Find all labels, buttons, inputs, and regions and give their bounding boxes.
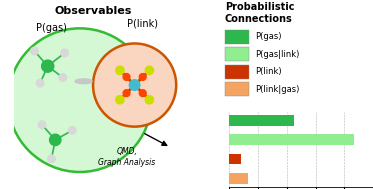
Text: Probabilistic
Connections: Probabilistic Connections bbox=[225, 2, 294, 24]
Circle shape bbox=[116, 96, 124, 104]
Circle shape bbox=[93, 43, 176, 127]
Text: P(gas): P(gas) bbox=[36, 23, 67, 33]
Circle shape bbox=[8, 28, 152, 172]
Circle shape bbox=[38, 121, 46, 129]
Ellipse shape bbox=[75, 79, 92, 84]
Text: P(gas|link): P(gas|link) bbox=[255, 50, 300, 59]
Text: P(gas): P(gas) bbox=[255, 32, 282, 41]
Circle shape bbox=[145, 96, 153, 104]
Text: Observables: Observables bbox=[54, 6, 132, 16]
Circle shape bbox=[50, 134, 61, 146]
Text: P(link): P(link) bbox=[255, 67, 282, 76]
Circle shape bbox=[36, 79, 44, 87]
Bar bbox=[229, 154, 241, 164]
Circle shape bbox=[69, 127, 76, 134]
Bar bbox=[225, 65, 249, 79]
Circle shape bbox=[139, 74, 146, 80]
Bar bbox=[225, 47, 249, 61]
Bar bbox=[229, 115, 294, 126]
Circle shape bbox=[139, 90, 146, 97]
Circle shape bbox=[59, 74, 67, 81]
Bar bbox=[225, 82, 249, 96]
Circle shape bbox=[48, 155, 55, 163]
Bar bbox=[229, 134, 354, 145]
Bar bbox=[225, 30, 249, 44]
Circle shape bbox=[61, 49, 69, 57]
Circle shape bbox=[123, 74, 130, 80]
Circle shape bbox=[31, 47, 38, 55]
Text: QMD,
Graph Analysis: QMD, Graph Analysis bbox=[98, 147, 156, 167]
Text: P(link|gas): P(link|gas) bbox=[255, 85, 300, 94]
Text: P(link): P(link) bbox=[127, 19, 158, 29]
Circle shape bbox=[123, 90, 130, 97]
Circle shape bbox=[129, 80, 140, 90]
Circle shape bbox=[145, 66, 153, 74]
Circle shape bbox=[42, 60, 54, 72]
Circle shape bbox=[116, 66, 124, 74]
Bar bbox=[229, 173, 248, 184]
